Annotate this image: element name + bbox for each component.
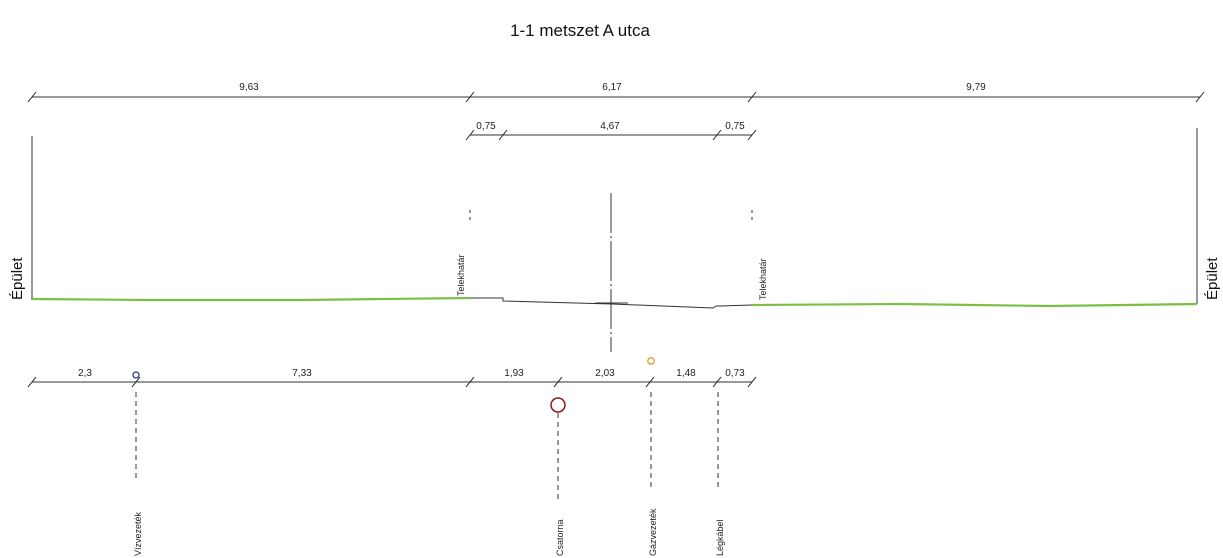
road-surface [470,297,753,309]
sewer-pipe-marker [550,397,566,413]
boundary-label-left: Telekhatár [456,254,466,296]
boundary-label-right: Telekhatár [758,258,768,300]
drawing-title: 1-1 metszet A utca [510,21,650,40]
dim-bottom-3: 1,93 [504,368,524,379]
dim-top-right: 9,79 [966,82,986,93]
gas-label: Gázvezeték [648,508,658,556]
top-dimension-line: 9,63 6,17 9,79 [27,82,1205,103]
dim-mid-left: 0,75 [476,121,496,132]
building-label-left: Épület [9,257,26,300]
water-label: Vízvezeték [133,511,143,556]
water-pipe-marker [132,371,140,379]
mid-dimension-line: 0,75 4,67 0,75 [465,121,757,141]
building-label-right: Épület [1204,257,1221,300]
dim-bottom-5: 1,48 [676,368,696,379]
gas-pipe-marker [647,357,655,365]
sewer-label: Csatorna [555,519,565,556]
ground-right [751,302,1198,308]
ground-left [31,296,471,302]
dim-bottom-1: 2,3 [78,368,92,379]
dim-top-left: 9,63 [239,82,259,93]
bottom-dimension-line: 2,3 7,33 1,93 2,03 1,48 0,73 [27,368,757,388]
dim-mid-right: 0,75 [725,121,745,132]
dim-mid-center: 4,67 [600,121,620,132]
dim-bottom-4: 2,03 [595,368,615,379]
dim-top-middle: 6,17 [602,82,622,93]
dim-bottom-2: 7,33 [292,368,312,379]
dim-bottom-6: 0,73 [725,368,745,379]
cable-label: Légkábel [715,519,725,556]
